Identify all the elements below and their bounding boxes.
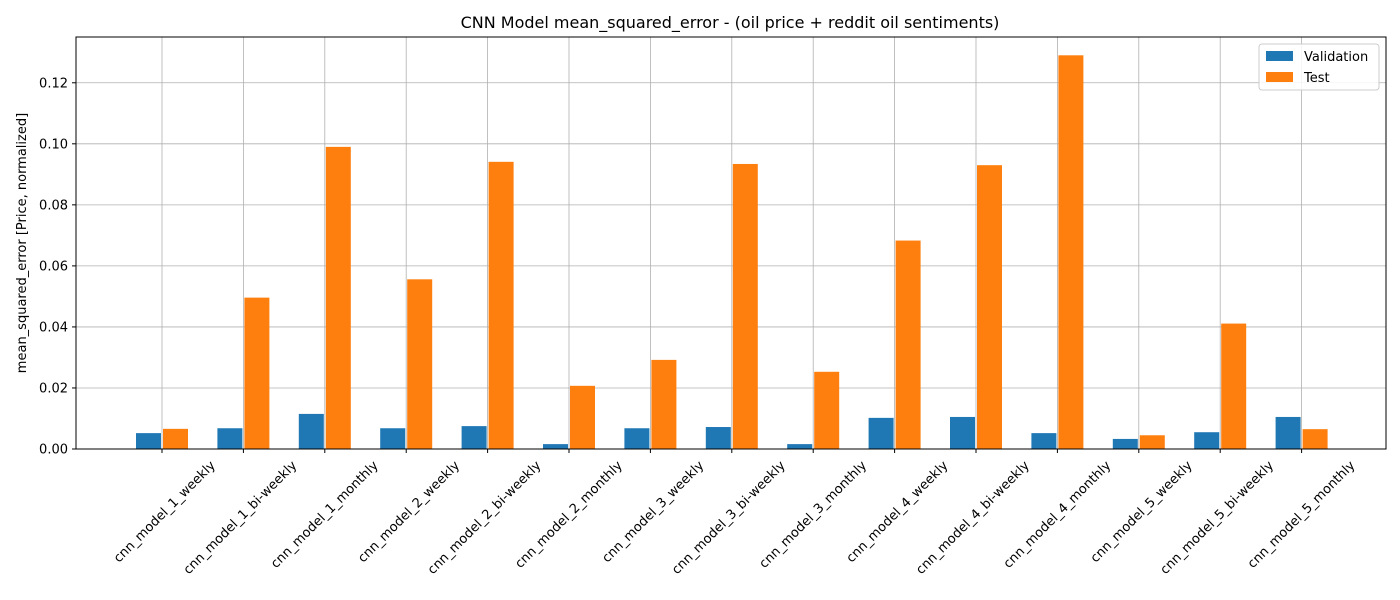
bar-validation-cnn_model_3_weekly bbox=[624, 428, 650, 449]
legend-label-validation: Validation bbox=[1304, 50, 1368, 65]
bar-validation-cnn_model_4_monthly bbox=[1031, 433, 1057, 449]
bar-validation-cnn_model_3_bi-weekly bbox=[705, 427, 731, 449]
bar-validation-cnn_model_4_bi-weekly bbox=[950, 416, 975, 449]
legend-label-test: Test bbox=[1303, 71, 1330, 86]
y-tick-label: 0.02 bbox=[39, 381, 68, 396]
y-tick-label: 0.10 bbox=[39, 137, 68, 152]
bar-validation-cnn_model_4_weekly bbox=[868, 417, 894, 449]
bar-test-cnn_model_4_weekly bbox=[895, 240, 921, 449]
bar-validation-cnn_model_1_bi-weekly bbox=[217, 428, 243, 449]
chart-title: CNN Model mean_squared_error - (oil pric… bbox=[461, 13, 1000, 33]
plot-area: 0.000.020.040.060.080.100.12cnn_model_1_… bbox=[39, 36, 1387, 578]
bar-validation-cnn_model_3_monthly bbox=[787, 444, 813, 449]
bar-test-cnn_model_1_weekly bbox=[163, 428, 188, 449]
bar-validation-cnn_model_5_bi-weekly bbox=[1194, 432, 1220, 449]
bar-validation-cnn_model_2_weekly bbox=[380, 428, 406, 449]
y-tick-label: 0.12 bbox=[39, 76, 68, 91]
bar-validation-cnn_model_2_bi-weekly bbox=[461, 426, 487, 449]
bar-test-cnn_model_5_weekly bbox=[1139, 435, 1165, 449]
bar-test-cnn_model_5_bi-weekly bbox=[1221, 323, 1247, 449]
legend-swatch-test bbox=[1266, 72, 1293, 82]
bar-test-cnn_model_2_monthly bbox=[570, 385, 595, 449]
bar-validation-cnn_model_2_monthly bbox=[543, 444, 568, 449]
bar-test-cnn_model_1_bi-weekly bbox=[244, 297, 270, 449]
y-tick-label: 0.00 bbox=[39, 443, 68, 458]
bar-validation-cnn_model_5_weekly bbox=[1112, 438, 1138, 449]
bar-test-cnn_model_2_weekly bbox=[407, 279, 433, 449]
bar-test-cnn_model_4_bi-weekly bbox=[977, 165, 1002, 449]
legend-swatch-validation bbox=[1266, 51, 1293, 61]
bar-validation-cnn_model_1_monthly bbox=[298, 413, 324, 449]
y-tick-label: 0.08 bbox=[39, 198, 68, 213]
y-tick-label: 0.06 bbox=[39, 259, 68, 274]
y-tick-label: 0.04 bbox=[39, 320, 68, 335]
plot-frame bbox=[75, 36, 1387, 450]
bar-validation-cnn_model_5_monthly bbox=[1275, 416, 1301, 449]
y-axis-label: mean_squared_error [Price, normalized] bbox=[15, 113, 30, 373]
bar-test-cnn_model_3_monthly bbox=[814, 371, 840, 449]
bar-test-cnn_model_1_monthly bbox=[325, 146, 351, 449]
bar-test-cnn_model_2_bi-weekly bbox=[488, 161, 514, 449]
bar-test-cnn_model_3_weekly bbox=[651, 359, 677, 449]
bar-test-cnn_model_5_monthly bbox=[1302, 429, 1328, 449]
bar-test-cnn_model_3_bi-weekly bbox=[732, 163, 758, 449]
bar-validation-cnn_model_1_weekly bbox=[136, 433, 161, 449]
bar-test-cnn_model_4_monthly bbox=[1058, 55, 1084, 450]
